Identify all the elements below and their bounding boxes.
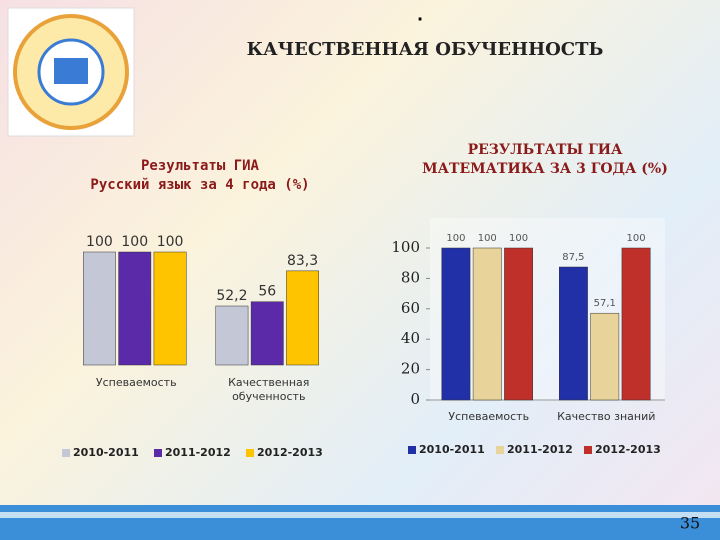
legend-swatch: [496, 446, 504, 454]
x-tick-label: Качество знаний: [557, 410, 656, 423]
chart-title: Результаты ГИА: [141, 158, 260, 174]
y-tick-label: 0: [410, 390, 420, 408]
legend-label: 2011-2012: [507, 443, 573, 456]
data-label: 57,1: [594, 298, 616, 309]
bar: [153, 251, 187, 366]
chart-title: Русский язык за 4 года (%): [90, 177, 309, 193]
data-label: 100: [509, 233, 528, 244]
legend-swatch: [154, 449, 162, 457]
data-label: 52,2: [216, 288, 247, 304]
legend-swatch: [62, 449, 70, 457]
legend-label: 2010-2011: [419, 443, 485, 456]
bar: [590, 312, 620, 401]
data-label: 83,3: [287, 253, 318, 269]
bar: [441, 247, 471, 401]
bar: [621, 247, 651, 401]
chart-title: РЕЗУЛЬТАТЫ ГИА: [468, 142, 623, 158]
y-tick-label: 20: [401, 360, 420, 378]
bar: [215, 305, 249, 366]
x-tick-label: Успеваемость: [448, 410, 530, 423]
bar: [118, 251, 152, 366]
legend-label: 2012-2013: [595, 443, 661, 456]
data-label: 56: [258, 284, 276, 300]
data-label: 100: [627, 233, 646, 244]
legend-swatch: [408, 446, 416, 454]
y-tick-label: 100: [391, 238, 420, 256]
chart-title: МАТЕМАТИКА ЗА 3 ГОДА (%): [422, 161, 668, 177]
bar: [286, 270, 319, 366]
legend-label: 2010-2011: [73, 446, 139, 459]
legend-swatch: [246, 449, 254, 457]
page-number: 35: [680, 514, 700, 533]
bar: [83, 251, 116, 366]
bar: [472, 247, 502, 401]
y-tick-label: 40: [401, 329, 420, 347]
ornament-line: [0, 512, 720, 518]
x-tick-label: Успеваемость: [95, 376, 177, 389]
data-label: 87,5: [562, 252, 584, 263]
data-label: 100: [478, 233, 497, 244]
y-tick-label: 80: [401, 268, 420, 286]
header-mark: .: [417, 6, 423, 25]
bar: [504, 247, 533, 401]
bar: [559, 266, 588, 401]
legend-swatch: [584, 446, 592, 454]
data-label: 100: [446, 233, 465, 244]
x-tick-label: Качественная обученность: [228, 376, 310, 403]
logo-book: [54, 58, 88, 84]
bar: [250, 301, 284, 366]
legend-label: 2011-2012: [165, 446, 231, 459]
y-tick-label: 60: [401, 299, 420, 317]
slide-title: КАЧЕСТВЕННАЯ ОБУЧЕННОСТЬ: [247, 39, 604, 60]
legend-label: 2012-2013: [257, 446, 323, 459]
data-label: 100: [157, 234, 184, 250]
data-label: 100: [86, 234, 113, 250]
data-label: 100: [121, 234, 148, 250]
ornament-strip: [0, 505, 720, 540]
